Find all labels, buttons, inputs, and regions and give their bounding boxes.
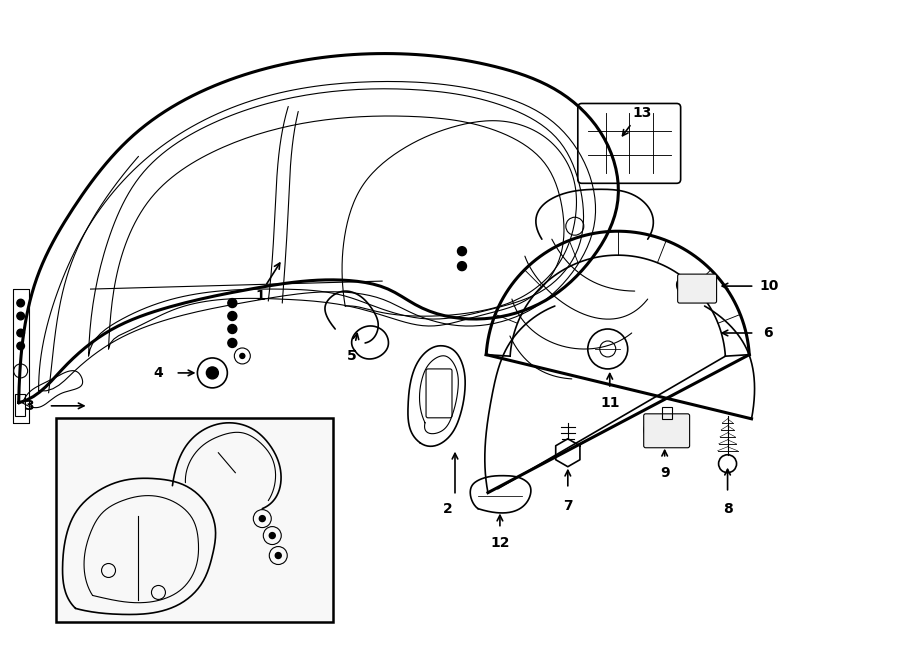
Circle shape <box>457 262 466 270</box>
Text: 11: 11 <box>600 396 619 410</box>
Circle shape <box>275 553 282 559</box>
Text: 3: 3 <box>23 399 33 413</box>
FancyBboxPatch shape <box>678 274 716 303</box>
Circle shape <box>228 338 237 348</box>
Text: 13: 13 <box>632 106 652 120</box>
Text: 9: 9 <box>660 466 670 480</box>
Bar <box>662 407 671 419</box>
Text: 6: 6 <box>762 326 772 340</box>
Bar <box>56 418 333 623</box>
Circle shape <box>457 247 466 256</box>
Text: 10: 10 <box>760 279 779 293</box>
Text: 7: 7 <box>563 498 572 513</box>
Circle shape <box>228 325 237 334</box>
Circle shape <box>269 533 275 539</box>
Text: 4: 4 <box>154 366 163 380</box>
Circle shape <box>228 299 237 307</box>
Circle shape <box>17 312 24 320</box>
Text: 8: 8 <box>723 502 733 516</box>
Bar <box>14 394 24 416</box>
Circle shape <box>206 367 219 379</box>
Circle shape <box>17 329 24 337</box>
Text: 5: 5 <box>347 349 357 363</box>
Text: 2: 2 <box>443 502 453 516</box>
Text: 12: 12 <box>491 535 509 549</box>
FancyBboxPatch shape <box>644 414 689 447</box>
Circle shape <box>239 354 245 358</box>
Circle shape <box>17 299 24 307</box>
Text: 1: 1 <box>256 289 266 303</box>
Circle shape <box>259 516 266 522</box>
Circle shape <box>228 311 237 321</box>
Circle shape <box>17 342 24 350</box>
